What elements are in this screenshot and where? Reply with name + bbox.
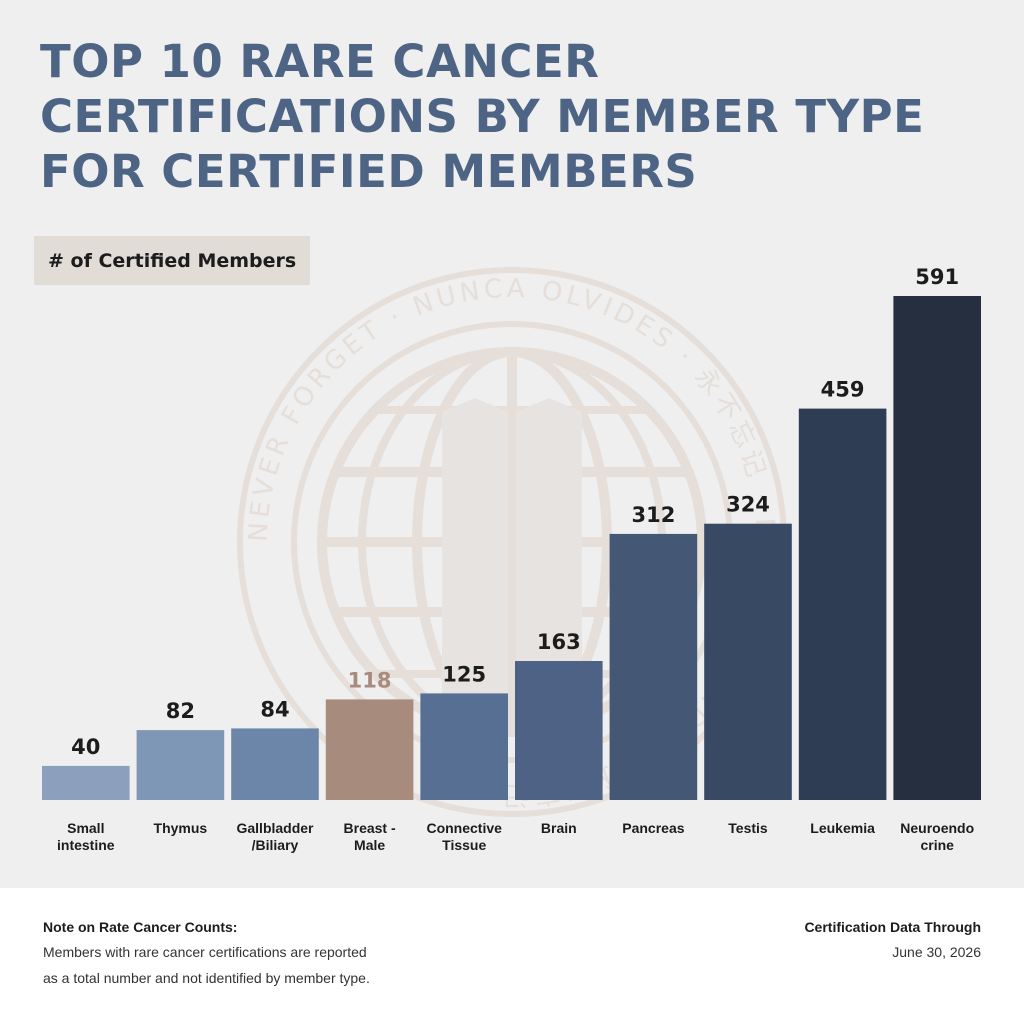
footer: Note on Rate Cancer Counts: Members with… <box>0 888 1024 1024</box>
bar-value-label: 40 <box>71 735 100 759</box>
bar <box>136 730 225 800</box>
x-tick-label: crine <box>920 837 954 853</box>
chart-title: TOP 10 RARE CANCER CERTIFICATIONS BY MEM… <box>40 34 1000 199</box>
x-tick-label: Brain <box>541 820 577 836</box>
bar <box>325 699 414 800</box>
x-tick-label: Tissue <box>442 837 486 853</box>
bar <box>609 533 698 800</box>
y-axis-label: # of Certified Members <box>34 236 311 285</box>
bar-value-label: 82 <box>166 699 195 723</box>
x-tick-label: Breast - <box>344 820 396 836</box>
note-text-line: Members with rare cancer certifications … <box>43 944 367 960</box>
x-tick-label: Connective <box>426 820 502 836</box>
x-tick-label: Small <box>67 820 104 836</box>
x-tick-label: /Biliary <box>252 837 299 853</box>
bar <box>798 408 887 800</box>
bar <box>893 296 981 800</box>
bar-value-label: 324 <box>726 493 770 517</box>
x-tick-label: Thymus <box>154 820 208 836</box>
bar <box>704 523 792 800</box>
bar-value-label: 163 <box>537 630 581 654</box>
bar <box>231 728 319 800</box>
title-line: TOP 10 RARE CANCER <box>40 35 600 88</box>
bar <box>515 661 603 800</box>
bar-value-label: 591 <box>915 265 959 289</box>
note-heading: Note on Rate Cancer Counts: <box>43 919 238 935</box>
data-through-date: June 30, 2026 <box>892 944 981 960</box>
x-tick-label: Gallbladder <box>236 820 314 836</box>
note-text-line: as a total number and not identified by … <box>43 970 370 986</box>
bar-value-label: 125 <box>442 662 486 686</box>
data-through-heading: Certification Data Through <box>804 919 981 935</box>
bar <box>420 693 508 800</box>
bar <box>42 765 130 800</box>
watermark-seal-icon: NEVER FORGET · NUNCA OLVIDES · 永不忘记 · NU… <box>237 267 787 817</box>
bar-chart: NEVER FORGET · NUNCA OLVIDES · 永不忘记 · NU… <box>42 265 981 853</box>
title-line: FOR CERTIFIED MEMBERS <box>40 145 698 198</box>
x-tick-label: intestine <box>57 837 115 853</box>
x-tick-label: Male <box>354 837 385 853</box>
bar-value-label: 84 <box>260 697 289 721</box>
bar-value-label: 459 <box>821 378 865 402</box>
x-tick-label: Neuroendo <box>900 820 974 836</box>
x-tick-label: Leukemia <box>810 820 875 836</box>
bar-value-label: 312 <box>631 503 675 527</box>
title-line: CERTIFICATIONS BY MEMBER TYPE <box>40 90 925 143</box>
x-tick-label: Testis <box>728 820 768 836</box>
x-tick-label: Pancreas <box>622 820 684 836</box>
bar-value-label: 118 <box>348 668 392 692</box>
